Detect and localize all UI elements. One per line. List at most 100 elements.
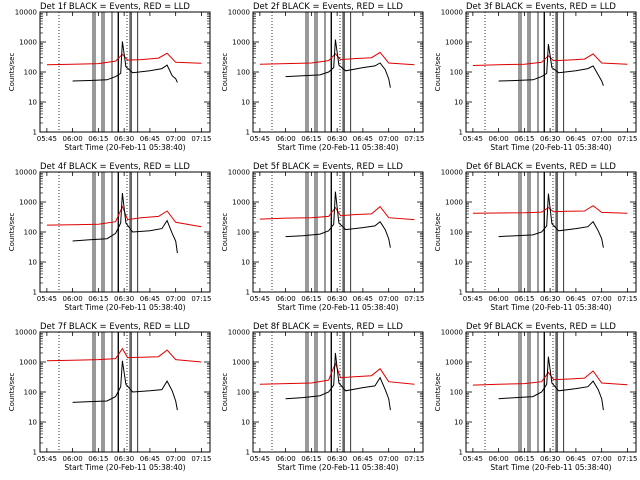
- x-axis-label: Start Time (20-Feb-11 05:38:40): [490, 463, 611, 472]
- events-series-line: [72, 192, 178, 254]
- x-tick-label: 06:45: [566, 455, 586, 463]
- plot-frame: [465, 11, 637, 133]
- events-series-line: [498, 44, 604, 86]
- y-axis-label: Counts/sec: [8, 53, 16, 92]
- y-tick-label: 1000: [19, 39, 37, 47]
- y-tick-label: 10000: [15, 329, 37, 337]
- y-tick-label: 100: [24, 69, 37, 77]
- y-tick-label: 100: [450, 389, 463, 397]
- y-tick-label: 10: [241, 99, 250, 107]
- y-tick-label: 1000: [445, 359, 463, 367]
- x-tick-label: 07:00: [592, 295, 612, 303]
- panel-title: Det 7f BLACK = Events, RED = LLD: [40, 322, 190, 332]
- y-tick-label: 1: [459, 129, 463, 137]
- detector-panel: Det 2f BLACK = Events, RED = LLD 05:45 06:…: [221, 2, 425, 152]
- x-tick-label: 06:00: [63, 455, 83, 463]
- y-tick-label: 10: [28, 99, 37, 107]
- x-tick-label: 06:45: [140, 455, 160, 463]
- x-tick-label: 07:00: [166, 135, 186, 143]
- y-tick-label: 10: [454, 99, 463, 107]
- y-tick-label: 1: [246, 449, 250, 457]
- x-tick-label: 06:45: [566, 135, 586, 143]
- lld-series-line: [259, 51, 415, 66]
- panel-title: Det 6f BLACK = Events, RED = LLD: [466, 162, 616, 172]
- x-tick-label: 07:15: [617, 135, 637, 143]
- x-tick-label: 06:00: [63, 135, 83, 143]
- x-axis-label: Start Time (20-Feb-11 05:38:40): [64, 303, 185, 312]
- plot-frame: [252, 11, 424, 133]
- x-tick-label: 07:15: [191, 295, 211, 303]
- y-tick-label: 1000: [19, 199, 37, 207]
- y-axis-label: Counts/sec: [221, 373, 229, 412]
- x-tick-label: 06:45: [353, 135, 373, 143]
- plot-frame: [39, 171, 211, 293]
- x-tick-label: 06:30: [114, 455, 134, 463]
- x-axis-label: Start Time (20-Feb-11 05:38:40): [277, 303, 398, 312]
- y-tick-label: 10: [454, 419, 463, 427]
- y-tick-label: 1: [33, 449, 37, 457]
- events-series-line: [498, 356, 604, 411]
- x-tick-label: 06:30: [540, 455, 560, 463]
- y-axis-label: Counts/sec: [8, 213, 16, 252]
- x-tick-label: 05:45: [250, 455, 270, 463]
- y-tick-label: 1: [246, 129, 250, 137]
- x-tick-label: 06:45: [140, 295, 160, 303]
- x-tick-label: 06:30: [327, 295, 347, 303]
- y-axis-label: Counts/sec: [221, 53, 229, 92]
- y-tick-label: 10: [454, 259, 463, 267]
- x-tick-label: 05:45: [37, 135, 57, 143]
- y-tick-label: 1: [33, 129, 37, 137]
- x-tick-label: 06:15: [301, 295, 321, 303]
- x-tick-label: 06:45: [353, 455, 373, 463]
- events-series-line: [285, 39, 391, 88]
- x-tick-label: 07:15: [191, 135, 211, 143]
- y-tick-label: 1000: [232, 199, 250, 207]
- x-axis-label: Start Time (20-Feb-11 05:38:40): [490, 143, 611, 152]
- y-tick-label: 1: [459, 449, 463, 457]
- panel-title: Det 3f BLACK = Events, RED = LLD: [466, 2, 616, 12]
- x-tick-label: 07:15: [404, 295, 424, 303]
- y-tick-label: 100: [237, 389, 250, 397]
- events-series-line: [72, 360, 178, 411]
- x-tick-label: 06:00: [489, 295, 509, 303]
- lld-series-line: [259, 362, 415, 385]
- x-tick-label: 06:15: [88, 295, 108, 303]
- y-axis-label: Counts/sec: [434, 53, 442, 92]
- x-tick-label: 06:15: [301, 455, 321, 463]
- y-tick-label: 10: [28, 419, 37, 427]
- x-tick-label: 06:45: [566, 295, 586, 303]
- events-series-line: [285, 352, 391, 411]
- y-tick-label: 10000: [15, 169, 37, 177]
- x-tick-label: 06:30: [540, 295, 560, 303]
- x-tick-label: 05:45: [463, 455, 483, 463]
- detector-panel: Det 7f BLACK = Events, RED = LLD 05:45 06:…: [8, 322, 212, 472]
- x-axis-label: Start Time (20-Feb-11 05:38:40): [490, 303, 611, 312]
- x-tick-label: 07:00: [379, 295, 399, 303]
- y-axis-label: Counts/sec: [434, 213, 442, 252]
- events-series-line: [285, 191, 391, 248]
- x-tick-label: 07:15: [191, 455, 211, 463]
- lld-series-line: [46, 205, 202, 228]
- y-tick-label: 1000: [232, 359, 250, 367]
- panel-title: Det 2f BLACK = Events, RED = LLD: [253, 2, 403, 12]
- x-tick-label: 06:30: [327, 455, 347, 463]
- plot-frame: [39, 331, 211, 453]
- y-tick-label: 100: [24, 389, 37, 397]
- y-tick-label: 1000: [19, 359, 37, 367]
- y-tick-label: 10000: [228, 169, 250, 177]
- x-tick-label: 05:45: [37, 295, 57, 303]
- plot-frame: [252, 171, 424, 293]
- y-tick-label: 100: [237, 229, 250, 237]
- events-series-line: [498, 193, 604, 248]
- x-tick-label: 06:00: [276, 295, 296, 303]
- y-tick-label: 1000: [445, 39, 463, 47]
- x-tick-label: 05:45: [250, 295, 270, 303]
- x-tick-label: 06:00: [489, 455, 509, 463]
- x-tick-label: 06:30: [327, 135, 347, 143]
- x-tick-label: 06:30: [114, 135, 134, 143]
- lld-series-line: [472, 53, 628, 66]
- lld-series-line: [472, 370, 628, 386]
- x-tick-label: 06:15: [514, 135, 534, 143]
- y-tick-label: 10000: [228, 9, 250, 17]
